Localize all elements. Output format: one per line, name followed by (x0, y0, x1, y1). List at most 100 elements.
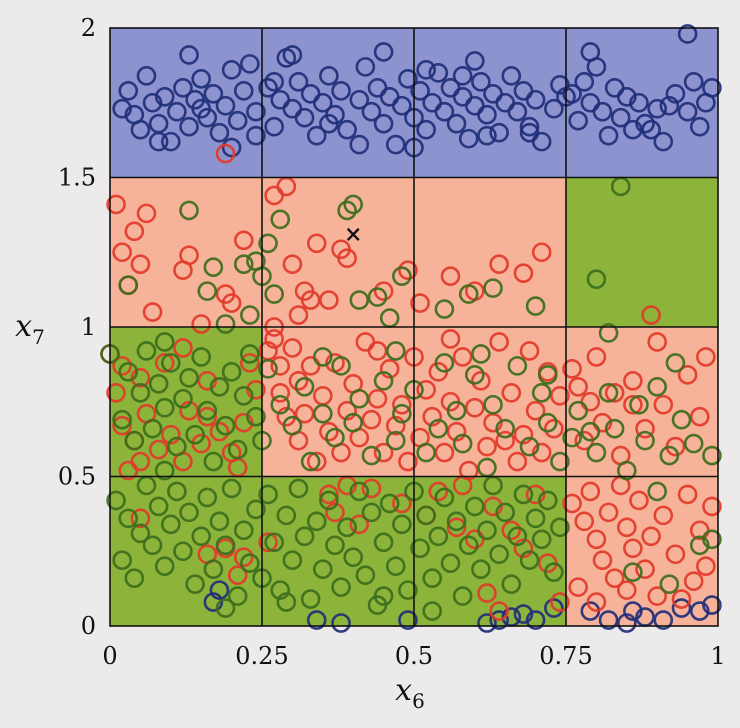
point-red-61 (306, 451, 327, 472)
point-red-159 (623, 538, 643, 559)
point-green-54 (312, 403, 333, 424)
point-green-173 (623, 562, 643, 582)
y-axis-label-subscript: 7 (32, 325, 45, 349)
point-green-36 (179, 368, 199, 388)
point-red-48 (233, 412, 254, 433)
point-green-128 (282, 550, 303, 571)
point-blue-38 (355, 57, 376, 77)
point-red-70 (361, 409, 382, 430)
point-green-91 (702, 445, 722, 466)
point-blue-19 (227, 110, 248, 131)
point-green-18 (434, 299, 455, 319)
point-blue-92 (373, 42, 394, 62)
point-blue-43 (385, 134, 406, 155)
point-green-62 (392, 403, 412, 424)
point-red-118 (568, 376, 588, 397)
point-green-79 (568, 400, 588, 421)
point-red-39 (148, 439, 169, 460)
point-green-170 (537, 490, 558, 511)
point-green-13 (337, 200, 357, 221)
point-blue-128 (702, 595, 722, 615)
point-green-49 (258, 359, 278, 379)
point-green-38 (191, 347, 211, 367)
point-green-2 (197, 281, 218, 301)
point-red-173 (671, 589, 692, 609)
point-green-150 (416, 505, 436, 526)
point-red-1 (112, 242, 132, 263)
point-green-119 (227, 586, 248, 606)
point-red-114 (677, 365, 698, 385)
point-red-120 (112, 356, 132, 376)
x-tick-label-4: 1 (710, 642, 725, 670)
point-red-31 (215, 143, 236, 164)
point-red-84 (446, 421, 467, 442)
point-red-161 (635, 559, 655, 579)
point-green-138 (343, 547, 364, 568)
point-red-155 (598, 502, 619, 523)
point-blue-126 (671, 598, 692, 618)
point-green-11 (270, 209, 291, 230)
point-blue-95 (677, 24, 698, 44)
point-green-108 (161, 514, 181, 535)
point-red-145 (513, 538, 534, 559)
point-green-146 (392, 514, 412, 535)
point-green-45 (233, 385, 254, 406)
point-red-89 (477, 436, 497, 457)
point-red-22 (337, 248, 357, 269)
y-tick-label-4: 2 (81, 14, 96, 42)
point-red-87 (464, 397, 485, 418)
point-green-153 (434, 487, 455, 508)
point-green-157 (458, 535, 479, 556)
point-green-147 (398, 580, 418, 600)
point-green-121 (240, 553, 260, 574)
point-blue-100 (452, 66, 473, 86)
point-green-179 (276, 592, 297, 612)
point-green-111 (179, 502, 199, 523)
point-blue-129 (623, 601, 643, 621)
point-blue-9 (173, 78, 193, 98)
point-blue-109 (319, 113, 339, 134)
point-green-37 (185, 424, 205, 445)
point-red-101 (550, 385, 570, 406)
point-green-42 (215, 415, 236, 436)
point-green-149 (410, 538, 430, 559)
point-blue-31 (306, 125, 327, 146)
point-blue-55 (458, 128, 479, 149)
point-red-151 (574, 511, 595, 532)
point-blue-75 (598, 125, 619, 146)
point-green-1 (179, 200, 199, 221)
point-green-92 (598, 323, 619, 343)
point-red-176 (550, 592, 570, 612)
point-red-167 (683, 571, 704, 591)
point-red-141 (446, 517, 467, 538)
point-red-93 (501, 382, 522, 403)
point-red-170 (702, 496, 722, 517)
point-green-151 (422, 568, 443, 588)
point-green-50 (270, 394, 291, 415)
point-red-121 (130, 451, 151, 472)
point-green-141 (361, 502, 382, 523)
point-blue-91 (282, 45, 303, 65)
point-red-88 (471, 371, 491, 391)
point-green-105 (142, 535, 163, 556)
point-red-107 (604, 382, 625, 403)
point-green-102 (124, 568, 145, 588)
point-green-140 (355, 565, 376, 585)
point-green-130 (294, 526, 315, 547)
point-red-15 (282, 254, 303, 275)
point-red-130 (233, 547, 254, 568)
point-green-175 (689, 535, 710, 556)
point-green-98 (154, 332, 175, 352)
point-green-85 (629, 394, 649, 415)
point-blue-44 (392, 95, 412, 116)
point-blue-106 (641, 119, 661, 140)
point-red-163 (647, 586, 668, 606)
point-blue-114 (306, 610, 327, 630)
point-red-95 (513, 424, 534, 445)
point-red-92 (495, 430, 516, 451)
point-green-125 (264, 532, 284, 553)
point-red-171 (568, 577, 588, 597)
point-red-34 (112, 415, 132, 436)
point-red-132 (258, 532, 278, 553)
point-green-27 (124, 430, 145, 451)
